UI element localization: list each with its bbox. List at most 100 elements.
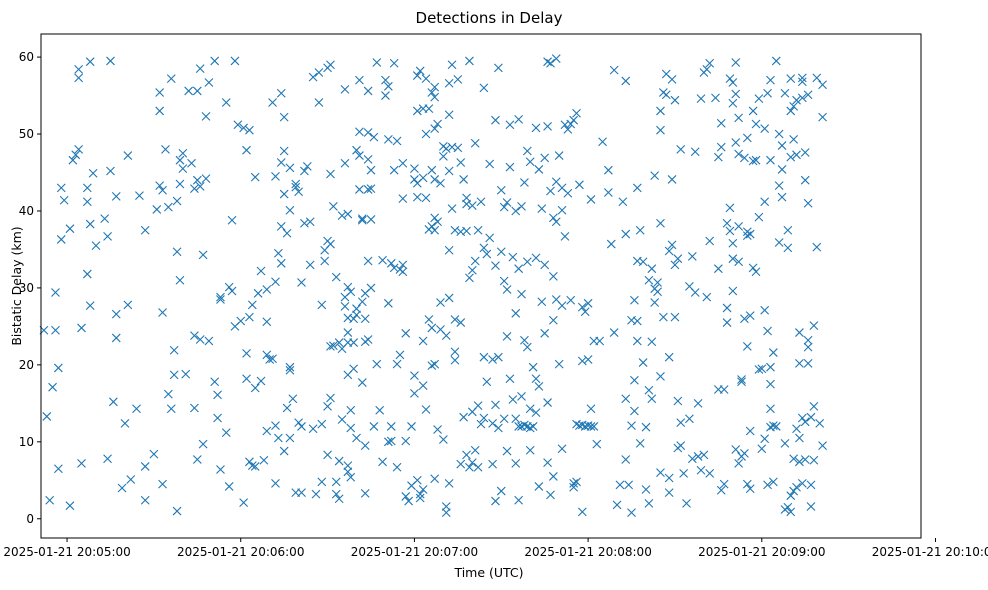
scatter-point [586, 404, 596, 414]
scatter-point [803, 358, 813, 368]
scatter-point [774, 238, 784, 247]
scatter-point [511, 458, 521, 468]
scatter-point [314, 68, 324, 77]
scatter-point [522, 342, 532, 352]
scatter-point [456, 158, 466, 167]
scatter-point [158, 479, 167, 489]
scatter-point [233, 120, 243, 130]
scatter-point [360, 314, 370, 324]
scatter-point [693, 452, 703, 461]
scatter-point [386, 436, 396, 446]
scatter-point [140, 462, 150, 471]
scatter-point [59, 195, 69, 205]
scatter-point [111, 191, 121, 201]
scatter-point [543, 121, 552, 131]
scatter-point [757, 444, 767, 454]
scatter-point [352, 304, 361, 314]
scatter-point [430, 474, 440, 484]
scatter-point [760, 305, 770, 315]
scatter-point [279, 146, 289, 156]
scatter-point [508, 395, 518, 404]
scatter-point [178, 148, 188, 158]
scatter-point [441, 331, 451, 341]
scatter-point [734, 257, 744, 267]
scatter-point [82, 269, 92, 279]
scatter-point [676, 418, 686, 427]
scatter-point [548, 315, 558, 325]
scatter-point [279, 112, 289, 122]
scatter-point [401, 328, 411, 338]
scatter-point [357, 215, 367, 225]
scatter-point [667, 175, 677, 184]
scatter-point [53, 464, 63, 474]
scatter-point [795, 433, 804, 443]
scatter-point [163, 389, 173, 399]
scatter-point [815, 418, 825, 428]
scatter-point [195, 64, 205, 74]
scatter-point [352, 145, 361, 155]
scatter-point [430, 359, 440, 369]
plot-frame [40, 33, 922, 539]
scatter-point [433, 217, 442, 227]
scatter-point [748, 156, 758, 166]
scatter-point [742, 342, 752, 351]
scatter-point [172, 196, 182, 206]
scatter-point [476, 419, 486, 429]
scatter-point [169, 370, 179, 380]
scatter-point [190, 184, 199, 194]
scatter-point [621, 394, 631, 404]
scatter-point [560, 231, 570, 241]
scatter-point [433, 119, 442, 129]
scatter-point [589, 422, 599, 431]
scatter-point [250, 383, 260, 393]
scatter-point [447, 60, 457, 70]
scatter-point [389, 263, 399, 273]
scatter-point [268, 98, 277, 107]
scatter-point [734, 458, 744, 468]
scatter-point [291, 179, 301, 189]
scatter-point [343, 282, 353, 292]
scatter-point [809, 455, 819, 465]
scatter-point [375, 405, 385, 415]
scatter-point [789, 101, 799, 111]
scatter-point [722, 303, 732, 313]
scatter-point [569, 115, 579, 125]
scatter-point [276, 221, 286, 231]
scatter-point [621, 455, 631, 464]
scatter-point [346, 405, 356, 415]
scatter-point [386, 422, 396, 431]
scatter-point [522, 257, 532, 267]
scatter-point [789, 454, 799, 464]
scatter-point [713, 264, 723, 274]
scatter-point [514, 264, 524, 274]
scatter-point [771, 422, 781, 431]
scatter-point [436, 178, 445, 188]
scatter-point [685, 414, 694, 424]
scatter-point [77, 323, 86, 333]
scatter-point [598, 137, 607, 147]
scatter-point [421, 193, 431, 203]
y-tick-label: 60 [19, 50, 34, 64]
scatter-point [369, 132, 379, 142]
scatter-point [725, 74, 735, 84]
scatter-point [462, 199, 471, 209]
scatter-point [239, 498, 249, 507]
scatter-point [768, 477, 778, 487]
scatter-point [430, 225, 440, 235]
scatter-point [809, 321, 819, 331]
scatter-point [722, 218, 732, 228]
scatter-point [74, 73, 84, 83]
scatter-point [777, 141, 787, 150]
scatter-point [216, 292, 225, 302]
scatter-point [242, 145, 251, 155]
x-axis: 2025-01-21 20:05:00 2025-01-21 20:06:00 20… [3, 538, 988, 559]
scatter-point [421, 405, 431, 414]
scatter-point [557, 205, 567, 215]
scatter-point [334, 494, 344, 504]
scatter-point [624, 480, 634, 490]
scatter-point [433, 425, 442, 434]
scatter-point [352, 433, 361, 443]
scatter-point [745, 426, 755, 436]
scatter-point [221, 98, 231, 107]
